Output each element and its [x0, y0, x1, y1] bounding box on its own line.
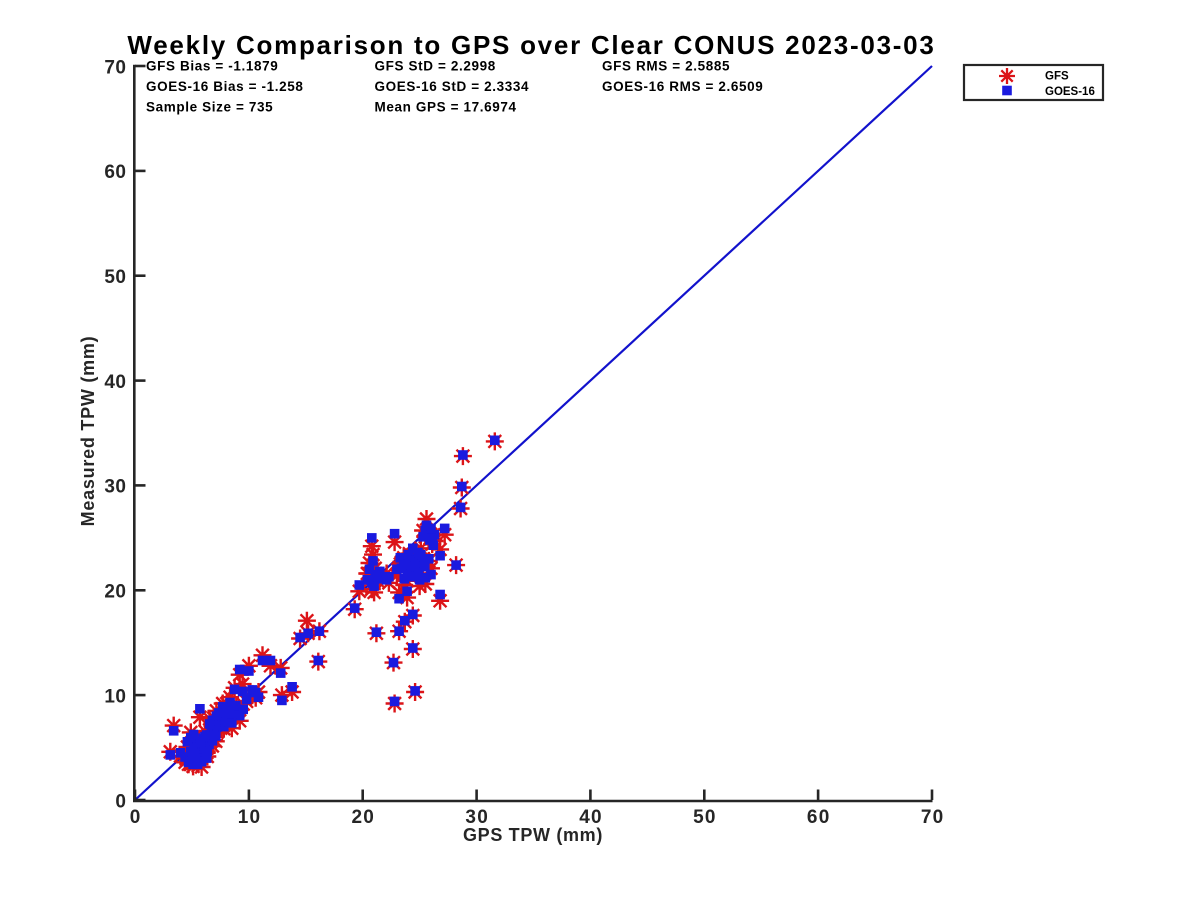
svg-text:0: 0 [115, 791, 126, 812]
svg-text:70: 70 [921, 807, 945, 828]
svg-text:GFS: GFS [1045, 71, 1069, 83]
svg-text:Weekly Comparison to GPS over: Weekly Comparison to GPS over Clear CONU… [127, 30, 935, 60]
svg-text:GPS TPW (mm): GPS TPW (mm) [463, 825, 603, 845]
svg-text:10: 10 [238, 807, 262, 828]
svg-text:10: 10 [104, 686, 126, 707]
svg-text:Mean GPS = 17.6974: Mean GPS = 17.6974 [375, 99, 517, 114]
svg-text:50: 50 [104, 267, 126, 288]
svg-text:20: 20 [104, 582, 126, 603]
svg-text:GOES-16 RMS = 2.6509: GOES-16 RMS = 2.6509 [602, 79, 763, 94]
svg-text:Measured TPW (mm): Measured TPW (mm) [78, 336, 98, 527]
svg-text:0: 0 [130, 807, 142, 828]
svg-text:GOES-16 Bias = -1.258: GOES-16 Bias = -1.258 [146, 79, 303, 94]
svg-text:50: 50 [693, 807, 717, 828]
svg-text:Sample Size = 735: Sample Size = 735 [146, 99, 273, 114]
svg-text:30: 30 [465, 807, 489, 828]
svg-text:40: 40 [579, 807, 603, 828]
svg-text:GOES-16 StD = 2.3334: GOES-16 StD = 2.3334 [375, 79, 530, 94]
svg-text:40: 40 [104, 372, 126, 393]
svg-text:GFS Bias = -1.1879: GFS Bias = -1.1879 [146, 59, 278, 74]
svg-text:GFS RMS = 2.5885: GFS RMS = 2.5885 [602, 59, 730, 74]
svg-text:GOES-16: GOES-16 [1045, 86, 1095, 98]
svg-text:70: 70 [104, 57, 126, 78]
svg-text:GFS StD = 2.2998: GFS StD = 2.2998 [375, 59, 496, 74]
svg-text:60: 60 [104, 162, 126, 183]
svg-text:30: 30 [104, 477, 126, 498]
svg-text:60: 60 [807, 807, 831, 828]
svg-text:20: 20 [352, 807, 376, 828]
